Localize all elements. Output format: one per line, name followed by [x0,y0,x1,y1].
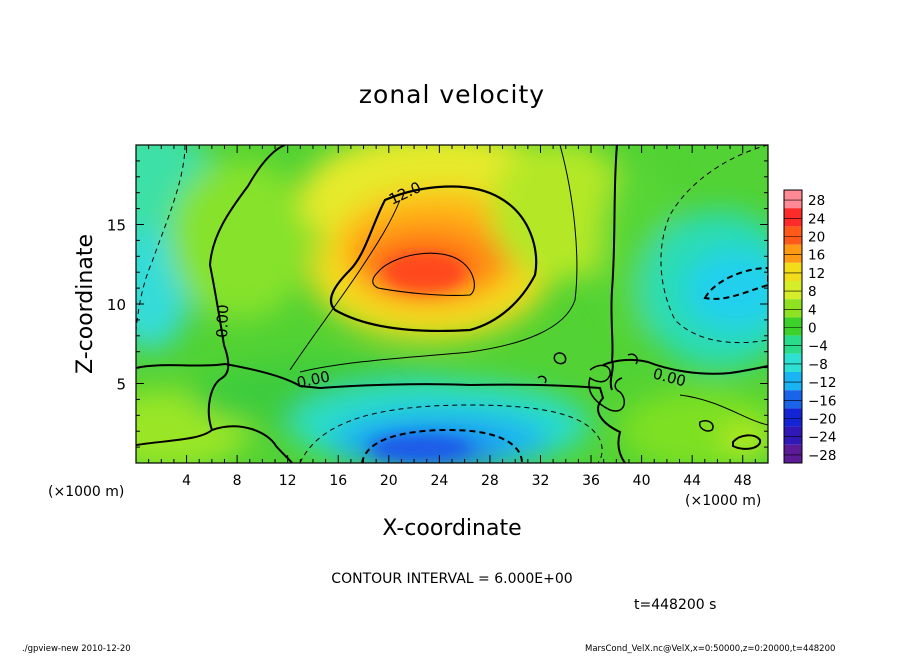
colorbar-label: 4 [808,302,817,318]
x-tick-label: 28 [481,473,499,489]
x-axis-label: X-coordinate [382,516,521,541]
colorbar-label: 24 [808,211,825,227]
contour-neg12-right [703,266,768,300]
contour-6-mid [289,199,401,371]
contour-0-left [207,145,286,431]
colorbar-cell [784,408,802,427]
colorbar-cell [784,390,802,409]
footer-left: ./gpview-new 2010-12-20 [22,644,131,654]
colorbar: 28 24 20 16 12 8 4 0 −4 −8 −12 −16 −20 −24 −28 [783,189,837,464]
colorbar-cell [784,426,802,445]
colorbar-label: 0 [808,321,817,337]
plot-area: 12.0 0.00 0.00 0.00 [136,145,768,463]
contour-18 [372,252,475,296]
colorbar-label: 28 [808,193,825,209]
contour-interval: CONTOUR INTERVAL = 6.000E+00 [331,571,572,587]
contour-neg6-bottom [299,404,603,463]
colorbar-label: −16 [808,393,837,409]
x-tick-label: 4 [182,473,191,489]
contour-0-vertical [609,145,618,391]
contour-lines [136,145,768,463]
y-tick-label: 5 [116,376,126,394]
contour-0-bottomleft [136,425,293,463]
colorbar-cell [784,444,802,463]
contour-noise-4 [627,353,639,365]
footer-right: MarsCond_VelX.nc@VelX,x=0:50000,z=0:2000… [585,644,835,654]
colorbar-label: −24 [808,430,837,446]
colorbar-label: 20 [808,230,825,246]
contour-0-main [136,362,626,463]
colorbar-cell [784,372,802,391]
y-ticks: 5 10 15 [107,160,768,448]
x-ticks: 4 8 12 16 20 24 28 32 36 40 44 48 [148,145,756,489]
y-axis-label: Z-coordinate [73,234,98,374]
colorbar-label: 8 [808,284,817,300]
contour-neg12-bottom [361,428,523,463]
colorbar-cell [784,262,802,281]
contour-12-lowright [732,434,762,450]
x-tick-label: 44 [683,473,701,489]
contour-0-right [602,358,768,375]
contour-6-lowright [679,394,768,426]
colorbar-label: −4 [808,339,828,355]
contour-noise-5 [537,375,547,384]
contour-noise-3 [698,419,714,432]
contour-noise-2 [553,352,567,365]
x-tick-label: 12 [279,473,297,489]
x-tick-label: 40 [633,473,651,489]
contour-neg6-left [136,145,186,331]
x-tick-label: 16 [329,473,347,489]
colorbar-frame [783,189,803,464]
time-label: t=448200 s [634,597,716,613]
x-unit-left: (×1000 m) [48,484,124,500]
colorbar-label: −12 [808,375,837,391]
colorbar-label: −8 [808,357,828,373]
colorbar-cell [784,317,802,336]
contour-12 [329,185,538,333]
colorbar-label: 16 [808,248,825,264]
x-tick-label: 48 [734,473,752,489]
colorbar-label: −20 [808,412,837,428]
colorbar-cell [784,226,802,245]
contour-noise-1 [588,364,626,412]
contour-label-0-left: 0.00 [213,304,232,338]
colorbar-cell [784,353,802,372]
y-tick-label: 15 [107,217,126,235]
colorbar-cell [784,244,802,263]
colorbar-cell [784,190,802,209]
y-tick-label: 10 [107,296,126,314]
contour-neg6-right [660,145,768,344]
colorbar-cell [784,299,802,318]
colorbar-label: 12 [808,266,825,282]
colorbar-label: −28 [808,448,837,464]
contour-6-right [299,145,578,373]
chart-title: zonal velocity [359,80,545,109]
colorbar-cell [784,335,802,354]
x-tick-label: 32 [532,473,550,489]
x-tick-label: 24 [430,473,448,489]
x-unit-right: (×1000 m) [685,493,761,509]
colorbar-cell [784,208,802,227]
x-tick-label: 8 [233,473,242,489]
x-tick-label: 36 [582,473,600,489]
colorbar-cell [784,281,802,300]
x-tick-label: 20 [380,473,398,489]
